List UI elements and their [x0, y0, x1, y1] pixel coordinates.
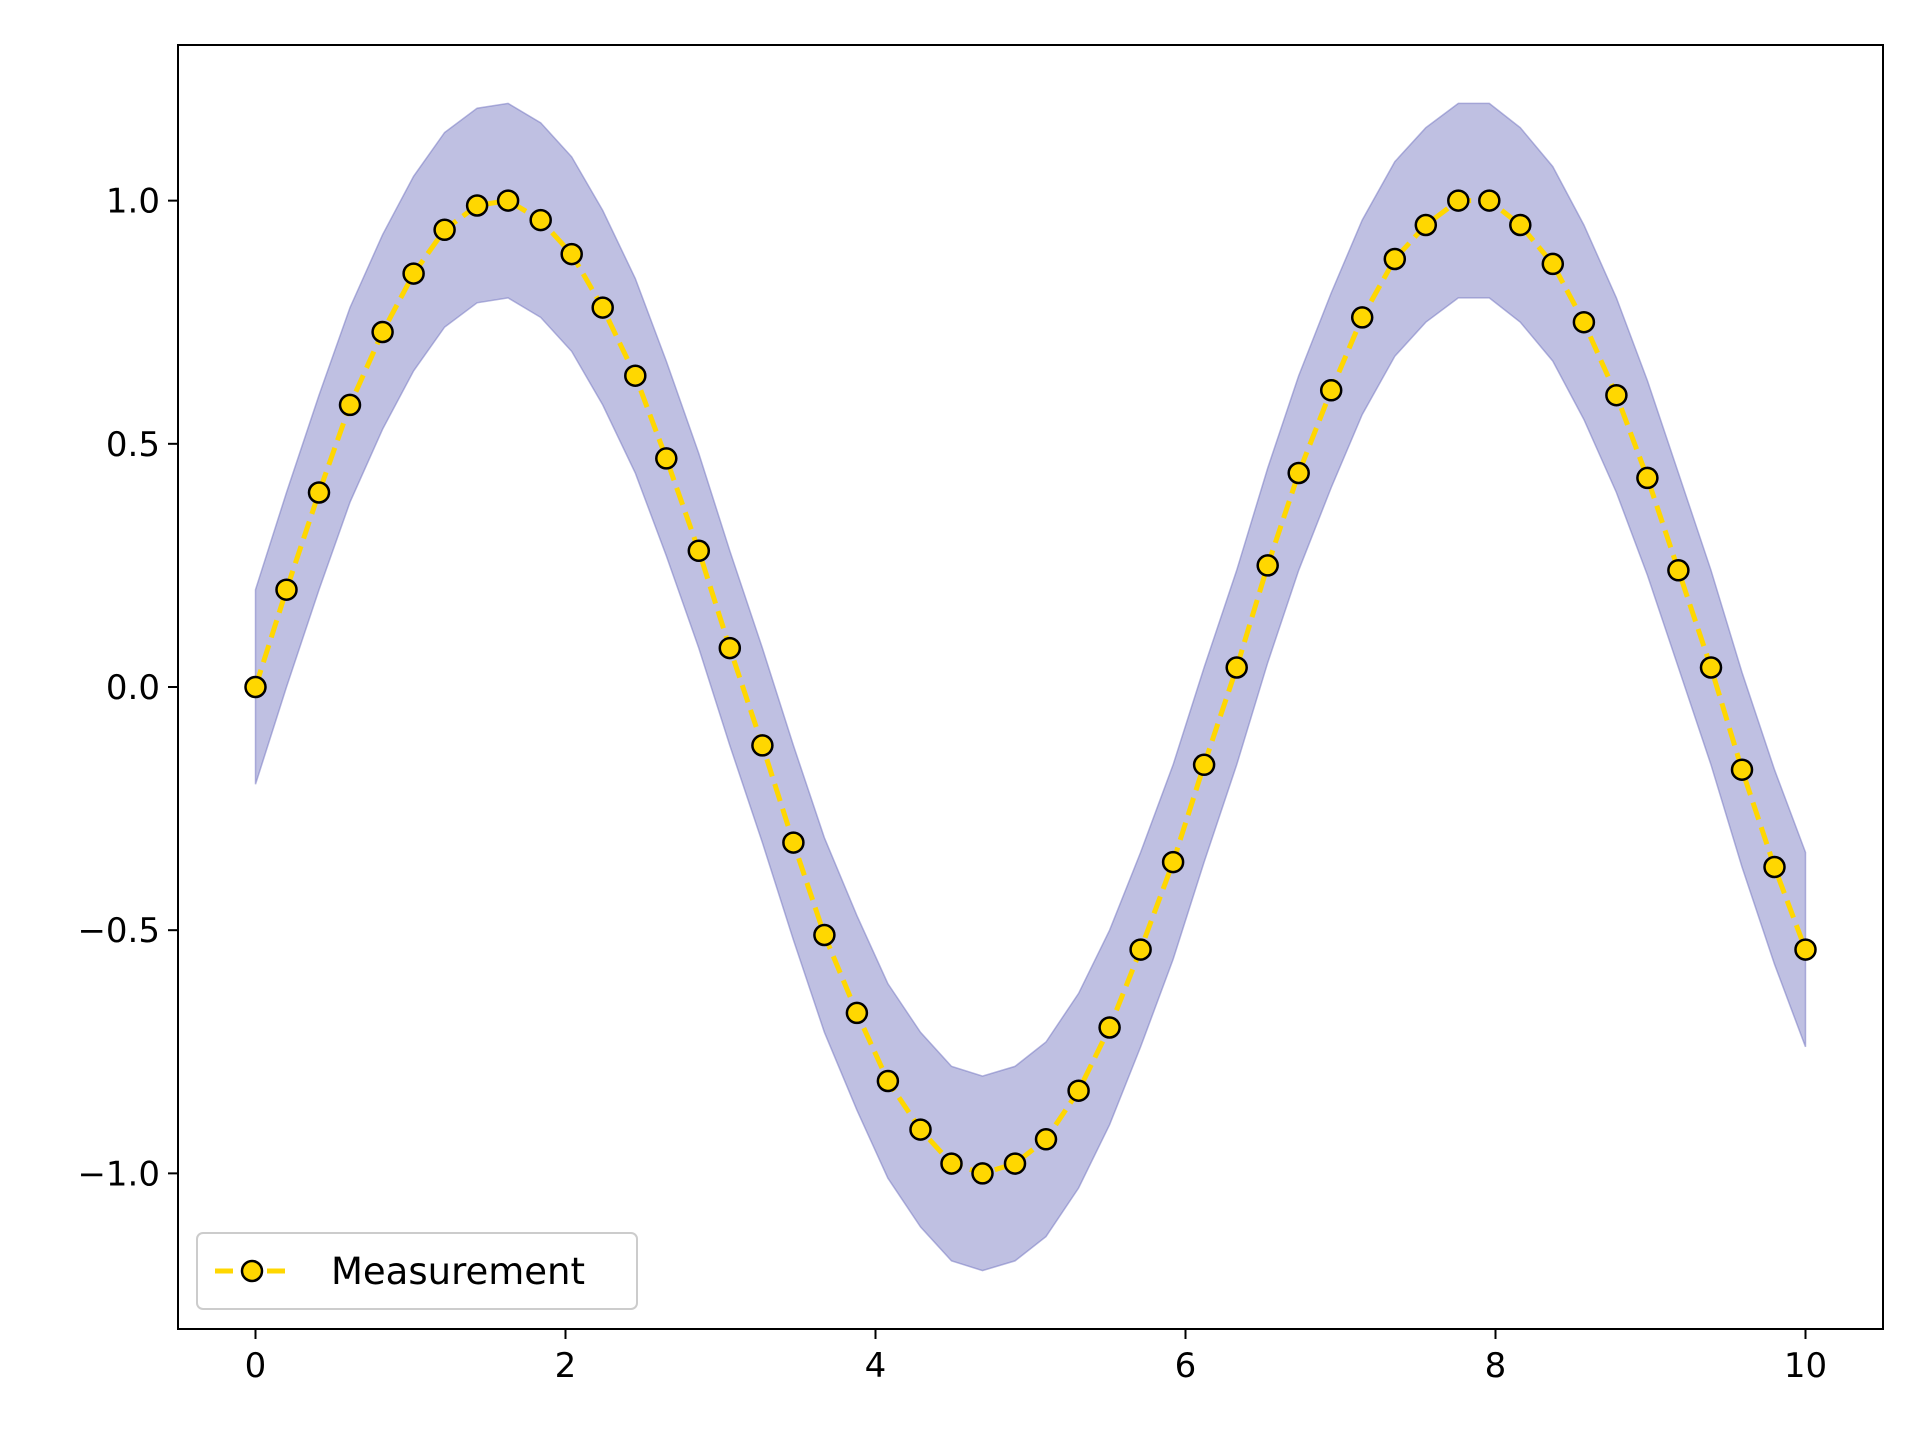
data-point	[1572, 310, 1596, 334]
data-point	[1414, 213, 1438, 237]
data-point	[1319, 379, 1343, 402]
x-tick-label: 10	[1784, 1346, 1827, 1386]
data-point	[1763, 855, 1786, 879]
data-point	[1098, 1016, 1121, 1039]
y-axis: −1.0 −0.5 0.0 0.5 1.0	[77, 182, 178, 1194]
y-tick-label: 0.0	[106, 668, 160, 708]
data-point	[1225, 656, 1248, 679]
data-point	[1794, 938, 1817, 961]
x-axis: 0 2 4 6 8 10	[245, 1329, 1827, 1386]
data-point	[687, 539, 711, 563]
legend-label: Measurement	[331, 1250, 585, 1293]
data-point	[1129, 938, 1152, 961]
x-tick-label: 8	[1485, 1346, 1507, 1386]
data-point	[876, 1069, 900, 1093]
data-point	[1699, 656, 1723, 679]
data-point	[529, 208, 552, 232]
data-point	[1478, 189, 1501, 212]
data-point	[1034, 1128, 1058, 1151]
data-point	[971, 1162, 994, 1185]
legend-box	[196, 1232, 638, 1310]
data-point	[909, 1118, 932, 1141]
data-point	[1730, 758, 1754, 781]
y-tick-label: −1.0	[77, 1154, 160, 1194]
x-tick-label: 6	[1175, 1346, 1197, 1386]
data-point	[1003, 1152, 1027, 1175]
data-point	[940, 1152, 963, 1175]
data-point	[655, 447, 678, 470]
y-tick-label: 1.0	[106, 182, 160, 222]
x-tick-label: 0	[245, 1346, 267, 1386]
data-point	[1287, 461, 1310, 485]
data-point	[624, 364, 647, 387]
data-point	[845, 1001, 869, 1025]
data-point	[1192, 753, 1216, 777]
data-point	[1636, 466, 1659, 490]
data-point	[465, 194, 489, 217]
measurement-markers	[244, 189, 1817, 1185]
data-point	[371, 320, 394, 344]
legend-marker-sample	[240, 1259, 264, 1283]
data-point	[275, 578, 298, 601]
data-point	[1605, 383, 1628, 407]
data-point	[1256, 554, 1279, 577]
data-point	[433, 218, 456, 242]
data-point	[402, 262, 425, 285]
x-tick-label: 4	[865, 1346, 887, 1386]
data-point	[1447, 189, 1470, 212]
legend: Measurement	[196, 1232, 638, 1310]
data-point	[751, 734, 774, 757]
data-point	[1067, 1079, 1090, 1102]
data-point	[591, 296, 614, 319]
data-point	[1667, 559, 1690, 582]
y-tick-label: −0.5	[77, 911, 160, 951]
data-point	[496, 189, 520, 212]
data-point	[1509, 213, 1532, 237]
data-point	[560, 242, 583, 266]
data-point	[244, 675, 267, 699]
data-point	[338, 393, 362, 417]
data-point	[813, 923, 836, 947]
y-tick-label: 0.5	[106, 425, 160, 465]
data-point	[782, 831, 805, 854]
x-tick-label: 2	[555, 1346, 577, 1386]
data-point	[1541, 252, 1565, 276]
data-point	[1383, 247, 1407, 271]
data-point	[1161, 850, 1185, 874]
data-point	[1350, 306, 1374, 329]
data-point	[718, 636, 742, 660]
data-point	[307, 481, 331, 504]
